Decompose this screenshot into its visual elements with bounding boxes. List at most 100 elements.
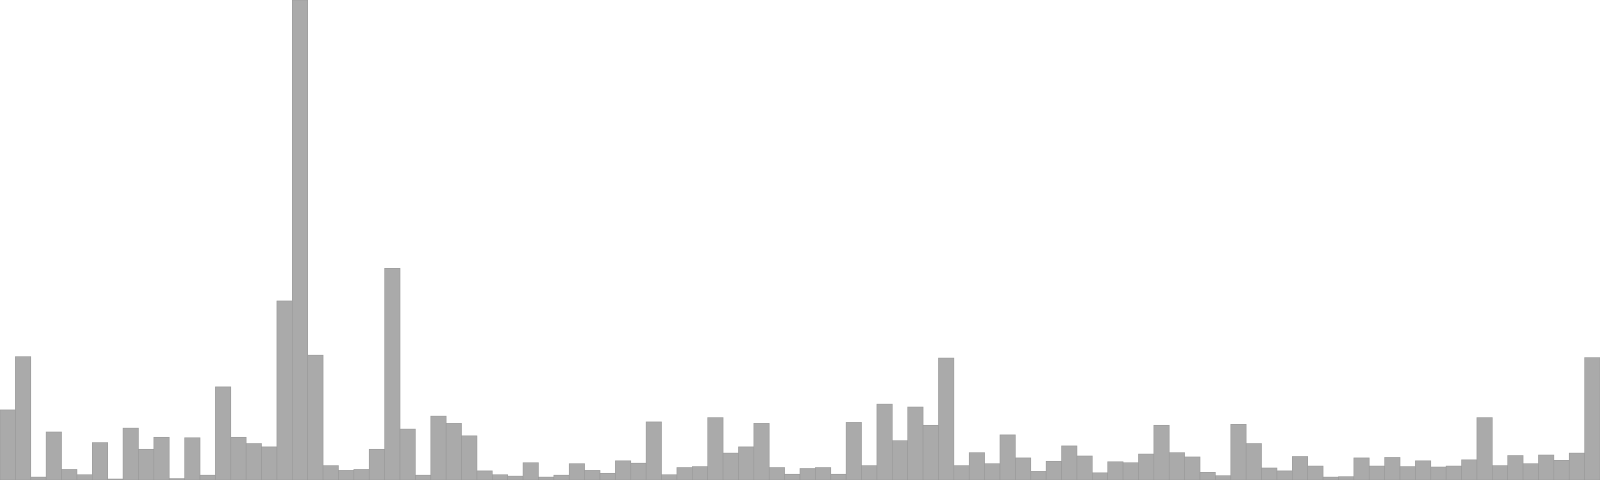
bar-20 [307,354,324,480]
bar-70 [1076,455,1093,480]
bar-51 [784,473,801,480]
bar-15 [230,436,247,480]
bar-1 [15,356,32,480]
bar-32 [492,474,508,480]
bar-84 [1292,456,1308,480]
bar-40 [615,460,632,480]
bar-16 [245,443,262,480]
bar-69 [1061,445,1078,480]
bar-60 [922,424,939,480]
bar-68 [1045,460,1062,480]
bar-21 [322,465,339,480]
bar-27 [415,474,432,480]
bar-75 [1153,424,1170,480]
bar-38 [584,470,601,480]
bar-18 [276,300,293,480]
bar-58 [892,440,908,480]
bar-26 [399,428,416,480]
bar-96 [1476,417,1493,480]
bar-94 [1445,465,1462,480]
bar-29 [445,423,462,480]
bar-47 [722,452,739,480]
bar-52 [799,468,816,480]
bar-89 [1368,465,1385,480]
bar-98 [1507,455,1524,480]
bar-44 [676,467,693,480]
bar-72 [1107,461,1124,480]
bar-56 [861,465,878,480]
bar-33 [507,475,524,480]
bar-87 [1338,476,1355,480]
bar-74 [1138,453,1155,480]
bar-22 [338,470,355,480]
bar-63 [968,452,985,480]
bar-13 [199,474,216,480]
bar-65 [999,434,1016,480]
bar-88 [1353,457,1370,480]
bar-85 [1307,465,1324,480]
bar-99 [1522,463,1539,480]
bar-46 [707,417,724,480]
bar-3 [45,431,62,480]
bar-24 [368,448,385,480]
bar-54 [830,473,847,480]
bar-53 [815,467,832,480]
bar-71 [1092,472,1108,480]
bar-30 [461,435,478,480]
bar-36 [553,474,570,480]
bar-25 [384,268,401,480]
bar-81 [1245,443,1262,480]
bar-45 [692,466,708,480]
bar-83 [1276,470,1293,480]
bar-93 [1430,466,1447,480]
bar-50 [768,467,785,480]
bar-103 [1584,357,1600,480]
bar-97 [1492,465,1508,480]
bar-102 [1568,452,1585,480]
bar-61 [938,357,955,480]
bar-6 [92,442,108,480]
bar-48 [738,446,755,480]
bar-76 [1168,452,1185,480]
bar-90 [1384,457,1401,480]
bar-43 [661,474,678,480]
bar-92 [1415,460,1432,480]
bar-91 [1399,466,1416,480]
bar-5 [76,474,93,480]
bar-10 [153,436,170,480]
bar-17 [261,446,278,480]
bar-78 [1199,472,1216,480]
bar-49 [753,423,770,480]
bar-9 [138,448,155,480]
bar-59 [907,406,924,480]
bar-82 [1261,467,1278,480]
bar-4 [61,469,78,480]
bar-100 [1538,454,1555,480]
bar-79 [1215,475,1232,480]
bar-95 [1461,459,1478,480]
bar-31 [476,470,493,480]
bar-41 [630,462,647,480]
bar-19 [292,0,308,480]
bar-67 [1030,471,1047,480]
bar-80 [1230,424,1247,480]
bar-14 [215,386,232,480]
bar-55 [845,422,862,480]
bar-12 [184,437,201,480]
bar-37 [568,463,585,480]
bar-8 [122,427,139,480]
bar-0 [0,409,16,480]
bar-66 [1015,457,1032,480]
bar-64 [984,463,1001,480]
bar-28 [430,415,447,480]
bar-42 [645,421,662,480]
bar-101 [1553,460,1570,480]
bar-34 [522,462,539,480]
bar-39 [599,472,616,480]
bar-62 [953,465,970,480]
bar-77 [1184,456,1201,480]
bar-57 [876,403,893,480]
bar-23 [353,469,370,480]
